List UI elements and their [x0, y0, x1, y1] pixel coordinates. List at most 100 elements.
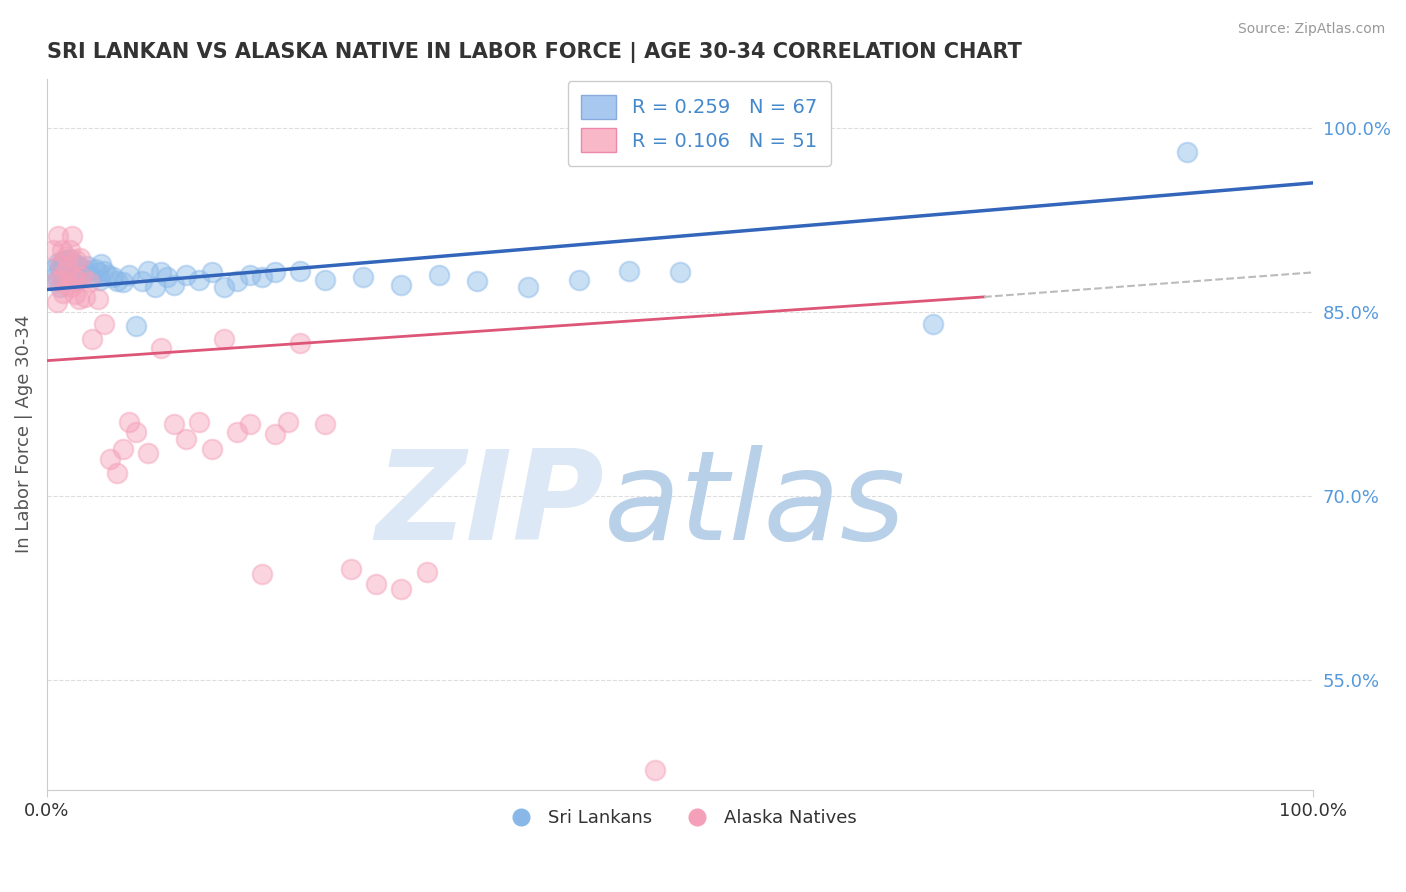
Point: [97, 268, 120, 282]
Point: [63, 287, 86, 301]
Point: [73, 290, 96, 304]
Point: [58, 259, 80, 273]
Point: [276, 415, 298, 429]
Point: [93, 264, 115, 278]
Point: [46, 274, 69, 288]
Point: [63, 257, 86, 271]
Point: [315, 417, 337, 432]
Point: [49, 258, 72, 272]
Point: [105, 467, 128, 481]
Point: [93, 317, 115, 331]
Point: [69, 260, 91, 275]
Point: [149, 265, 172, 279]
Point: [59, 252, 82, 266]
Point: [340, 562, 363, 576]
Point: [48, 261, 70, 276]
Point: [118, 268, 141, 282]
Point: [200, 265, 222, 279]
Legend: Sri Lankans, Alaska Natives: Sri Lankans, Alaska Natives: [496, 802, 865, 834]
Point: [51, 265, 73, 279]
Point: [391, 277, 413, 292]
Y-axis label: In Labor Force | Age 30-34: In Labor Force | Age 30-34: [15, 315, 32, 553]
Point: [353, 270, 375, 285]
Point: [238, 268, 260, 282]
Point: [70, 268, 93, 282]
Point: [143, 280, 166, 294]
Point: [60, 228, 83, 243]
Point: [62, 264, 84, 278]
Point: [82, 332, 104, 346]
Point: [59, 280, 82, 294]
Point: [187, 415, 209, 429]
Point: [149, 342, 172, 356]
Point: [72, 270, 94, 285]
Point: [86, 293, 108, 307]
Point: [429, 268, 451, 282]
Point: [42, 244, 65, 258]
Point: [118, 415, 141, 429]
Point: [67, 265, 90, 279]
Point: [48, 280, 70, 294]
Point: [55, 253, 77, 268]
Point: [263, 427, 285, 442]
Point: [73, 263, 96, 277]
Point: [46, 255, 69, 269]
Point: [58, 260, 80, 275]
Point: [238, 417, 260, 432]
Point: [46, 228, 69, 243]
Point: [250, 567, 273, 582]
Point: [49, 273, 72, 287]
Point: [62, 270, 84, 285]
Point: [80, 270, 103, 285]
Text: Source: ZipAtlas.com: Source: ZipAtlas.com: [1237, 22, 1385, 37]
Point: [101, 270, 124, 285]
Point: [51, 244, 73, 258]
Point: [212, 280, 235, 294]
Point: [105, 274, 128, 288]
Point: [174, 432, 197, 446]
Point: [212, 332, 235, 346]
Point: [56, 268, 79, 283]
Point: [263, 265, 285, 279]
Point: [467, 274, 489, 288]
Point: [136, 264, 159, 278]
Point: [174, 268, 197, 282]
Point: [366, 577, 388, 591]
Point: [288, 336, 311, 351]
Point: [86, 265, 108, 279]
Point: [52, 254, 75, 268]
Point: [45, 274, 67, 288]
Point: [53, 270, 76, 285]
Point: [52, 273, 75, 287]
Text: ZIP: ZIP: [375, 445, 605, 566]
Point: [162, 277, 184, 292]
Point: [111, 275, 134, 289]
Point: [517, 280, 540, 294]
Point: [288, 264, 311, 278]
Point: [77, 275, 100, 289]
Point: [69, 251, 91, 265]
Point: [76, 259, 98, 273]
Point: [225, 274, 247, 288]
Point: [65, 253, 87, 268]
Point: [200, 442, 222, 456]
Point: [156, 270, 179, 285]
Point: [55, 263, 77, 277]
Point: [53, 265, 76, 279]
Point: [60, 261, 83, 276]
Point: [59, 244, 82, 258]
Point: [250, 270, 273, 285]
Point: [619, 264, 641, 278]
Point: [59, 271, 82, 285]
Point: [315, 273, 337, 287]
Point: [922, 317, 945, 331]
Point: [391, 582, 413, 596]
Point: [124, 425, 146, 439]
Point: [48, 258, 70, 272]
Point: [59, 267, 82, 281]
Point: [55, 249, 77, 263]
Point: [84, 261, 107, 276]
Point: [45, 268, 67, 282]
Point: [568, 273, 591, 287]
Point: [1175, 145, 1198, 160]
